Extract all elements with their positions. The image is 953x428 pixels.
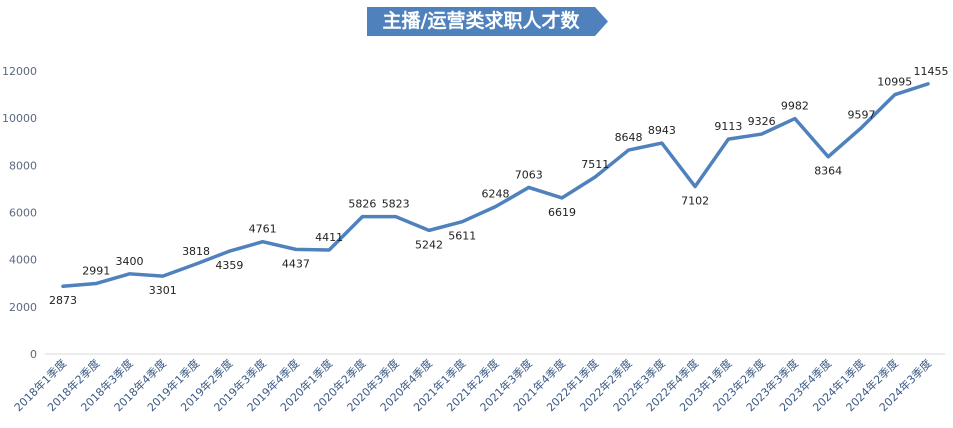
data-label: 7511 [581, 158, 609, 171]
data-label: 2873 [49, 294, 77, 307]
title-banner [367, 7, 608, 36]
data-point [494, 205, 497, 209]
y-tick-label: 4000 [9, 254, 37, 267]
data-point [527, 185, 531, 189]
data-point [859, 126, 863, 130]
y-tick-label: 12000 [2, 65, 37, 78]
data-label: 3400 [116, 255, 144, 268]
data-point [560, 196, 564, 200]
data-label: 3818 [182, 245, 210, 258]
data-point [427, 228, 431, 232]
data-label: 4437 [282, 257, 310, 270]
data-point [261, 240, 265, 244]
data-label: 8943 [648, 124, 676, 137]
data-point [826, 155, 830, 159]
data-point [394, 215, 398, 219]
data-label: 4761 [249, 223, 277, 236]
y-tick-label: 6000 [9, 207, 37, 220]
data-label: 9113 [714, 120, 742, 133]
data-label: 4359 [215, 259, 243, 272]
data-label: 6619 [548, 206, 576, 219]
data-point [726, 137, 730, 141]
data-label: 9597 [847, 109, 875, 122]
chart-title: 主播/运营类求职人才数 [382, 10, 580, 32]
data-label: 10995 [877, 76, 912, 89]
data-label: 11455 [914, 65, 949, 78]
data-label: 5611 [448, 230, 476, 243]
data-label: 3301 [149, 284, 177, 297]
data-point [128, 272, 132, 276]
data-label: 4411 [315, 231, 343, 244]
data-point [660, 141, 664, 145]
data-point [194, 262, 198, 266]
data-point [593, 175, 597, 179]
data-point [327, 248, 331, 252]
data-label: 7102 [681, 195, 709, 208]
data-point [460, 220, 464, 224]
data-label: 9982 [781, 100, 809, 113]
data-label: 8364 [814, 165, 842, 178]
y-tick-label: 8000 [9, 159, 37, 172]
data-label: 2991 [82, 264, 110, 277]
data-label: 5826 [348, 198, 376, 211]
data-label: 8648 [615, 131, 643, 144]
data-point [360, 215, 364, 219]
data-point [793, 117, 797, 121]
data-label: 7063 [515, 168, 543, 181]
y-tick-label: 10000 [2, 112, 37, 125]
data-point [693, 185, 697, 189]
y-tick-label: 2000 [9, 301, 37, 314]
data-point [94, 281, 98, 285]
data-point [61, 284, 65, 288]
data-label: 5823 [382, 198, 410, 211]
data-label: 6248 [482, 188, 510, 201]
data-point [627, 148, 631, 152]
data-point [760, 132, 764, 136]
data-point [161, 274, 165, 278]
data-point [294, 247, 298, 251]
data-point [893, 93, 897, 97]
y-tick-label: 0 [30, 348, 37, 361]
data-point [926, 82, 930, 86]
data-label: 9326 [748, 115, 776, 128]
data-point [227, 249, 231, 253]
data-label: 5242 [415, 238, 443, 251]
